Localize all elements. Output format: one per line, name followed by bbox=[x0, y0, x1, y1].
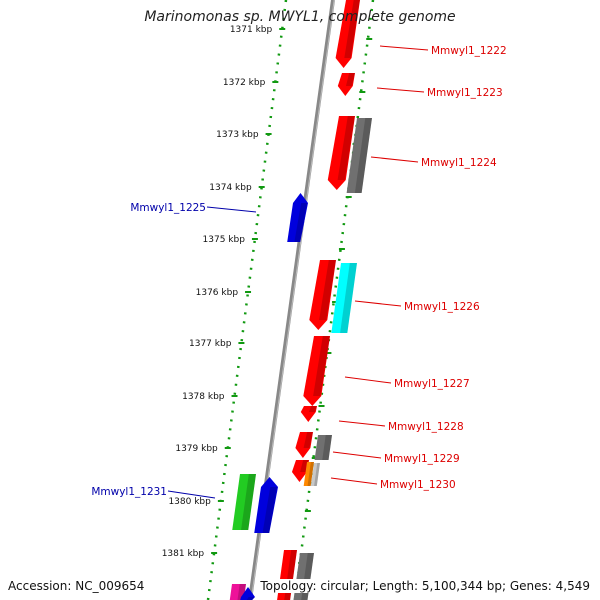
gene-label-mmwyl1_1223: Mmwyl1_1223 bbox=[427, 87, 503, 99]
gene-1225-body bbox=[287, 193, 308, 242]
gene-label-leader bbox=[206, 206, 257, 213]
gene-1226-cyan-body bbox=[331, 263, 357, 333]
gene-1225 bbox=[287, 193, 308, 242]
gene-1226-cyan-shade bbox=[340, 263, 357, 333]
gene-1222-shade bbox=[344, 0, 360, 58]
gene-1230-shade bbox=[300, 460, 309, 472]
gene-bottom-blue-shade bbox=[246, 597, 254, 600]
gene-1227-body bbox=[303, 336, 330, 406]
gene-label-leader bbox=[354, 300, 402, 307]
gene-1224-shade bbox=[337, 116, 355, 180]
gene-1229-gray-shade bbox=[322, 435, 332, 460]
gene-1226-shade bbox=[319, 260, 336, 320]
gene-label-mmwyl1_1231: Mmwyl1_1231 bbox=[91, 486, 167, 498]
gene-label-mmwyl1_1226: Mmwyl1_1226 bbox=[404, 301, 480, 313]
gene-1224-gray bbox=[346, 118, 372, 193]
gene-1229 bbox=[295, 432, 313, 458]
genome-summary: Topology: circular; Length: 5,100,344 bp… bbox=[258, 579, 592, 593]
gene-1225-shade bbox=[294, 203, 307, 242]
gene-1230-orange-body bbox=[303, 462, 314, 486]
gene-1226-cyan bbox=[331, 263, 357, 333]
ruler-tick-label: 1381 kbp bbox=[162, 549, 205, 559]
ruler-tick-label: 1379 kbp bbox=[175, 444, 218, 454]
gene-1224-gray-shade bbox=[354, 118, 372, 193]
gene-1226-body bbox=[309, 260, 336, 330]
gene-1227-shade bbox=[313, 336, 330, 396]
map-title: Marinomonas sp. MWYL1, complete genome bbox=[144, 9, 456, 25]
gene-1228-body bbox=[300, 406, 317, 422]
ruler-tick-label: 1374 kbp bbox=[209, 183, 252, 193]
gene-label-mmwyl1_1225: Mmwyl1_1225 bbox=[130, 202, 206, 214]
gene-label-leader bbox=[332, 451, 382, 459]
gene-1231-green-shade bbox=[241, 474, 256, 530]
gene-1230-body bbox=[291, 460, 309, 482]
accession-text: Accession: NC_009654 bbox=[6, 579, 147, 593]
gene-label-leader bbox=[379, 45, 429, 51]
gene-label-mmwyl1_1230: Mmwyl1_1230 bbox=[380, 479, 456, 491]
ruler-tick-label: 1378 kbp bbox=[182, 392, 225, 402]
gene-1231-blue-body bbox=[254, 477, 278, 533]
gene-1231-blue bbox=[254, 477, 278, 533]
gene-1226 bbox=[309, 260, 336, 330]
gene-label-leader bbox=[167, 490, 216, 499]
ruler-tick-label: 1373 kbp bbox=[216, 130, 259, 140]
gene-1227 bbox=[303, 336, 330, 406]
gene-label-leader bbox=[370, 156, 419, 163]
gene-1223-shade bbox=[345, 73, 355, 86]
gene-label-leader bbox=[338, 420, 386, 427]
ruler-tick-label: 1371 kbp bbox=[230, 25, 273, 35]
gene-1222 bbox=[335, 0, 360, 68]
gene-1229-shade bbox=[303, 432, 313, 448]
ruler-tick-label: 1372 kbp bbox=[223, 78, 266, 88]
gene-label-mmwyl1_1228: Mmwyl1_1228 bbox=[388, 421, 464, 433]
gene-1230-orange-shade bbox=[307, 462, 314, 486]
gene-1230 bbox=[291, 460, 309, 482]
gene-label-mmwyl1_1222: Mmwyl1_1222 bbox=[431, 45, 507, 57]
gene-label-mmwyl1_1227: Mmwyl1_1227 bbox=[394, 378, 470, 390]
gene-1229-gray bbox=[314, 435, 332, 460]
gene-label-mmwyl1_1224: Mmwyl1_1224 bbox=[421, 157, 497, 169]
gene-label-leader bbox=[330, 477, 378, 485]
gene-1228 bbox=[300, 406, 317, 422]
gene-1231-green bbox=[232, 474, 256, 530]
ruler-tick-label: 1380 kbp bbox=[168, 497, 211, 507]
gene-1231-green-body bbox=[232, 474, 256, 530]
gene-1230-lightgray-body bbox=[310, 463, 320, 486]
gene-label-mmwyl1_1229: Mmwyl1_1229 bbox=[384, 453, 460, 465]
gene-1230-lightgray bbox=[310, 463, 320, 486]
gene-1229-body bbox=[295, 432, 313, 458]
ruler-tick-label: 1375 kbp bbox=[203, 235, 246, 245]
gene-bottom-blue-body bbox=[240, 587, 255, 600]
gene-bottom-blue bbox=[240, 587, 255, 600]
gene-1229-gray-body bbox=[314, 435, 332, 460]
gene-1223 bbox=[337, 73, 355, 96]
gene-1223-body bbox=[337, 73, 355, 96]
gene-1231-blue-shade bbox=[262, 487, 277, 533]
gene-1228-shade bbox=[308, 406, 317, 412]
gene-label-leader bbox=[344, 376, 392, 384]
right-track-line bbox=[293, 0, 375, 600]
gene-1230-lightgray-shade bbox=[314, 463, 320, 486]
gene-1224 bbox=[327, 116, 355, 190]
gene-1224-body bbox=[327, 116, 355, 190]
ruler-tick-label: 1377 kbp bbox=[189, 339, 232, 349]
ruler-tick-label: 1376 kbp bbox=[196, 288, 239, 298]
gene-1222-body bbox=[335, 0, 360, 68]
gene-label-leader bbox=[376, 87, 425, 93]
gene-1224-gray-body bbox=[346, 118, 372, 193]
gene-1230-orange bbox=[303, 462, 314, 486]
